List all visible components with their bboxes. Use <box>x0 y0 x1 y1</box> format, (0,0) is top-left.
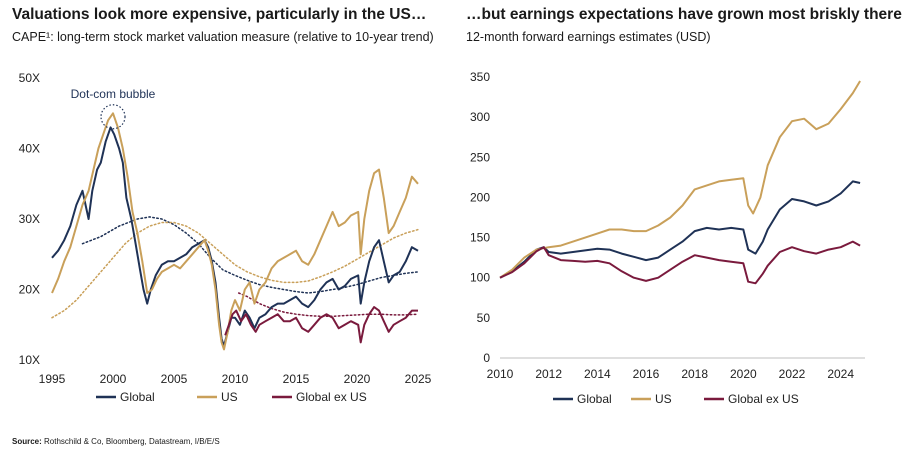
left-legend-label-global-ex-us: Global ex US <box>296 390 367 404</box>
right-y-tick-50: 50 <box>477 311 491 325</box>
dot-com-bubble-circle <box>100 104 126 130</box>
left-series-us-line <box>51 112 419 351</box>
left-chart-subtitle: CAPE¹: long-term stock market valuation … <box>12 30 434 44</box>
left-global-ex-us-trend-line <box>237 292 419 318</box>
right-y-tick-300: 300 <box>470 110 490 124</box>
left-y-tick-50: 50X <box>19 71 40 85</box>
right-x-tick-2014: 2014 <box>584 367 611 381</box>
right-x-tick-2024: 2024 <box>827 367 854 381</box>
right-legend-label-global-ex-us: Global ex US <box>728 392 799 406</box>
left-x-tick-2025: 2025 <box>405 372 432 386</box>
right-y-tick-250: 250 <box>470 150 490 164</box>
right-x-tick-2012: 2012 <box>535 367 562 381</box>
left-y-tick-30: 30X <box>19 212 40 226</box>
left-y-tick-40: 40X <box>19 142 40 156</box>
left-x-tick-2005: 2005 <box>161 372 188 386</box>
left-x-tick-2015: 2015 <box>283 372 310 386</box>
left-series-global-ex-us-line <box>224 306 418 344</box>
left-legend-label-us: US <box>221 390 238 404</box>
right-series-us-line <box>499 80 861 279</box>
right-y-tick-100: 100 <box>470 271 490 285</box>
right-series-global-line <box>499 180 861 279</box>
right-x-tick-2010: 2010 <box>487 367 514 381</box>
right-chart-subtitle: 12-month forward earnings estimates (USD… <box>466 30 711 44</box>
right-y-tick-150: 150 <box>470 231 490 245</box>
left-us-trend-line <box>51 221 419 319</box>
source-label: Source: <box>12 437 42 446</box>
right-y-tick-200: 200 <box>470 190 490 204</box>
right-x-tick-2016: 2016 <box>633 367 660 381</box>
right-legend-label-us: US <box>655 392 672 406</box>
left-x-tick-2010: 2010 <box>222 372 249 386</box>
right-series-global-ex-us-line <box>499 240 861 285</box>
right-y-tick-0: 0 <box>483 351 490 365</box>
right-x-tick-2020: 2020 <box>730 367 757 381</box>
right-y-tick-350: 350 <box>470 70 490 84</box>
left-y-tick-20: 20X <box>19 283 40 297</box>
left-x-tick-2020: 2020 <box>344 372 371 386</box>
right-x-tick-2018: 2018 <box>681 367 708 381</box>
dot-com-bubble-label: Dot-com bubble <box>71 87 156 101</box>
left-legend-label-global: Global <box>120 390 155 404</box>
source-text: Rothschild & Co, Bloomberg, Datastream, … <box>44 437 220 446</box>
right-legend-label-global: Global <box>577 392 612 406</box>
left-x-tick-2000: 2000 <box>100 372 127 386</box>
left-x-tick-1995: 1995 <box>39 372 66 386</box>
right-x-tick-2022: 2022 <box>779 367 806 381</box>
right-chart-title: …but earnings expectations have grown mo… <box>466 6 902 23</box>
left-y-tick-10: 10X <box>19 353 40 367</box>
source-note: Source: Rothschild & Co, Bloomberg, Data… <box>12 437 220 446</box>
left-chart-title: Valuations look more expensive, particul… <box>12 6 427 23</box>
